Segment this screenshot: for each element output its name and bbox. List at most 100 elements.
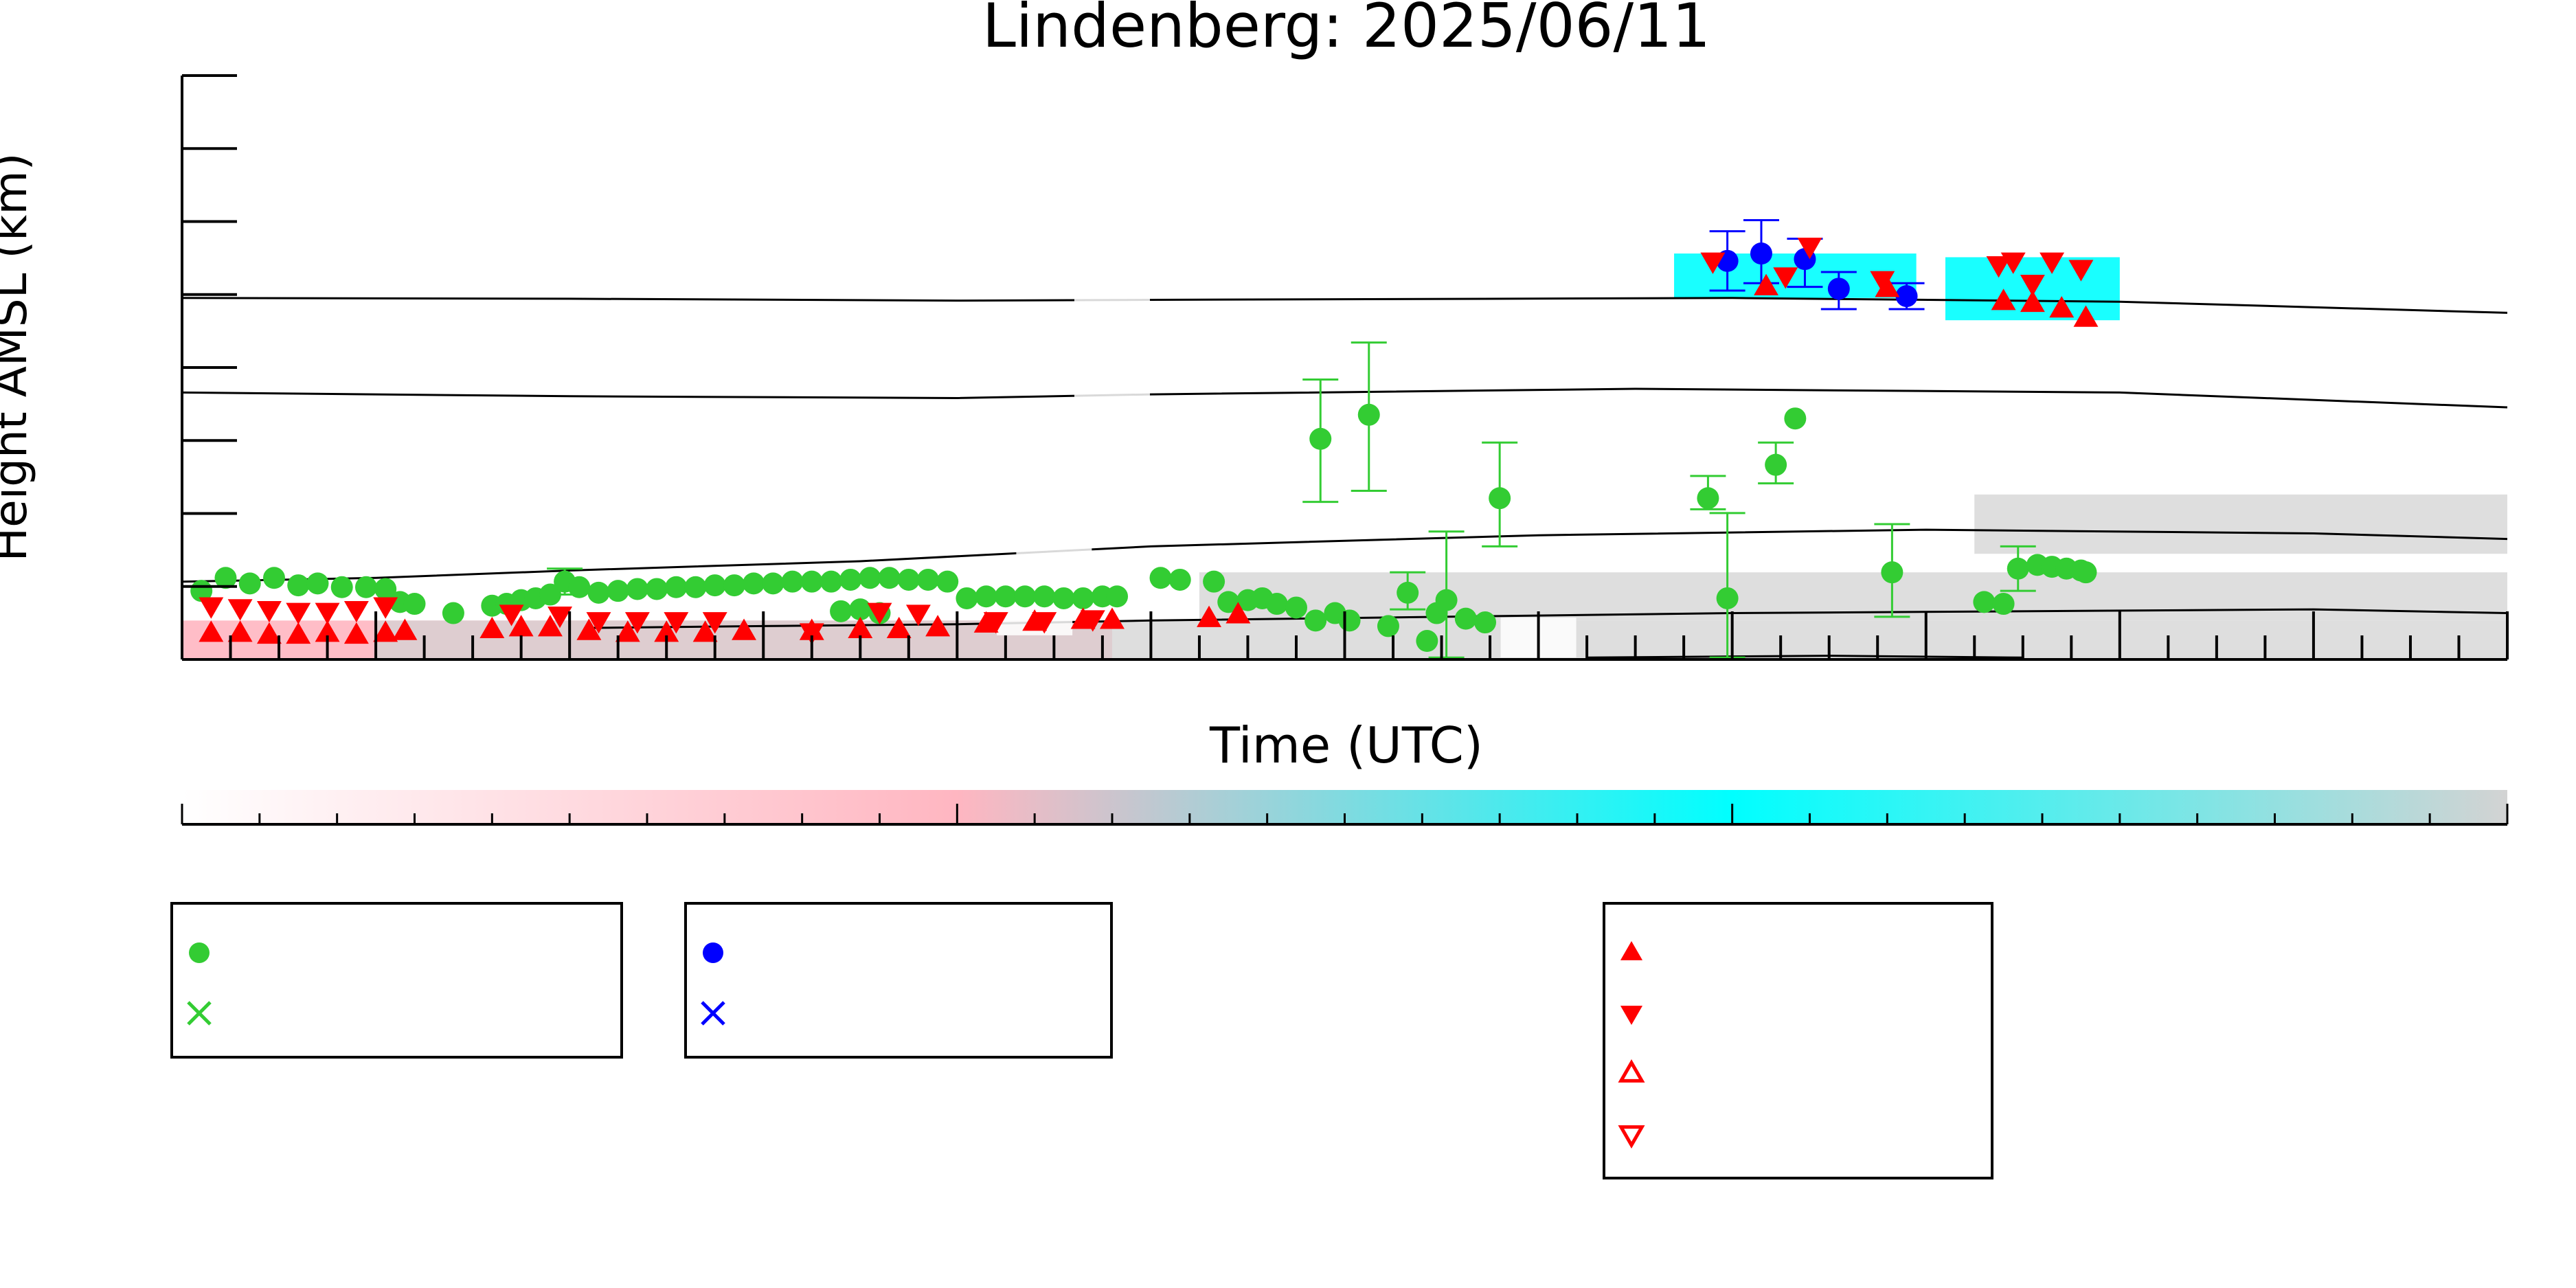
- data-point: [1014, 585, 1037, 608]
- data-point: [983, 612, 1008, 634]
- data-point: [568, 576, 591, 598]
- data-point: [702, 612, 727, 634]
- data-point: [1033, 585, 1056, 608]
- data-point: [2049, 295, 2075, 318]
- x-axis-label: Time (UTC): [1209, 716, 1483, 774]
- data-point: [994, 585, 1017, 608]
- data-point: [286, 602, 311, 624]
- data-point: [743, 572, 765, 595]
- y-axis-label: Height AMSL (km): [0, 153, 37, 562]
- data-point: [539, 583, 561, 606]
- data-point: [820, 570, 842, 593]
- data-point: [607, 580, 629, 602]
- data-point: [1700, 252, 1726, 274]
- data-point: [1149, 567, 1172, 589]
- data-point: [905, 605, 931, 626]
- temperature-contour: [181, 387, 2508, 409]
- data-point: [646, 578, 668, 600]
- data-point: [2007, 557, 2029, 580]
- data-point: [1072, 587, 1094, 609]
- plot-area: [181, 218, 2508, 659]
- data-point: [392, 618, 418, 640]
- data-point: [800, 570, 823, 593]
- data-point: [1754, 273, 1778, 295]
- data-point: [343, 622, 369, 644]
- data-point: [839, 568, 862, 591]
- data-point: [576, 618, 602, 640]
- data-point: [1454, 607, 1477, 630]
- data-point: [587, 581, 610, 604]
- data-point: [624, 612, 650, 634]
- contour-label-bg: [1016, 541, 1092, 582]
- data-point: [615, 620, 640, 642]
- data-point: [1106, 585, 1129, 608]
- data-point: [626, 578, 648, 600]
- data-point: [343, 600, 369, 623]
- data-point: [849, 598, 872, 621]
- data-point: [1991, 289, 2016, 310]
- data-point: [1168, 568, 1191, 591]
- data-point: [256, 622, 282, 644]
- data-point: [286, 622, 311, 644]
- legend-marker: [1620, 1006, 1643, 1026]
- data-point: [199, 620, 224, 642]
- data-point: [1309, 427, 1332, 450]
- data-point: [1080, 610, 1105, 632]
- data-point: [664, 612, 689, 634]
- data-point: [1217, 591, 1240, 613]
- data-point: [256, 600, 282, 623]
- temperature-contour: [181, 297, 2508, 314]
- data-point: [1489, 487, 1511, 510]
- data-point: [2000, 252, 2026, 274]
- data-point: [2073, 305, 2099, 327]
- data-point: [287, 574, 310, 597]
- data-point: [1765, 453, 1787, 476]
- data-point: [330, 576, 353, 598]
- axes: [181, 74, 2509, 661]
- data-point: [479, 616, 505, 639]
- data-point: [867, 602, 892, 624]
- data-point: [2020, 275, 2045, 297]
- data-point: [732, 618, 757, 640]
- data-point: [1032, 612, 1057, 634]
- data-point: [1397, 581, 1419, 604]
- data-point: [1973, 591, 1996, 613]
- legend-marker: [703, 942, 723, 963]
- data-point: [1203, 570, 1225, 593]
- data-point: [537, 615, 563, 637]
- legend-marker: [187, 1001, 212, 1026]
- data-point: [975, 585, 997, 608]
- temperature-contour: [181, 528, 2508, 583]
- data-point: [442, 602, 464, 624]
- data-point: [373, 597, 398, 619]
- data-point: [1416, 630, 1438, 653]
- legend-marker: [1618, 1059, 1645, 1083]
- data-point: [1992, 593, 2015, 615]
- data-point: [315, 602, 340, 624]
- data-point: [2075, 561, 2097, 584]
- chart-title: Lindenberg: 2025/06/11: [982, 0, 1710, 61]
- data-point: [781, 570, 804, 593]
- data-point: [1750, 242, 1772, 265]
- data-point: [1285, 596, 1307, 619]
- data-point: [1784, 407, 1807, 430]
- data-point: [354, 576, 377, 598]
- data-point: [1197, 605, 1222, 627]
- data-point: [1773, 267, 1798, 289]
- data-point: [262, 567, 285, 589]
- cloudnet-region-other: [1974, 494, 2507, 554]
- data-point: [227, 599, 253, 621]
- legend-box: [684, 902, 1113, 1059]
- data-point: [403, 593, 426, 615]
- data-point: [692, 620, 718, 642]
- data-point: [306, 572, 329, 595]
- legend-box: [170, 902, 623, 1059]
- data-point: [2040, 252, 2065, 274]
- data-point: [374, 578, 397, 600]
- data-point: [1716, 587, 1739, 609]
- colorbar: [181, 790, 2509, 826]
- data-point: [1986, 256, 2011, 278]
- data-point: [956, 587, 978, 609]
- data-point: [703, 574, 726, 597]
